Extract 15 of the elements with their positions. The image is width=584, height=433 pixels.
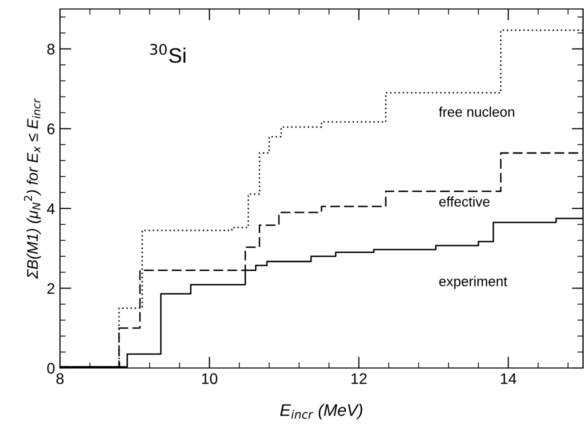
- y-axis-title: ΣB(M1) (μ$_{N}$$^{2}$) for E$_{x}$ ≤ E$_{incr}$: [24, 98, 41, 279]
- x-tick-label: 14: [500, 373, 516, 384]
- y-tick-label: 0: [47, 362, 55, 374]
- x-tick-label: 12: [352, 373, 367, 384]
- y-tick-label: 4: [46, 203, 55, 214]
- y-tick-label: 8: [47, 44, 54, 55]
- series-label: experiment: [439, 276, 508, 290]
- series-label: free nucleon: [438, 106, 514, 117]
- x-axis-title: E$_{incr}$ (MeV): [280, 404, 362, 420]
- x-tick-label: 8: [56, 373, 64, 384]
- y-tick-label: 2: [47, 283, 54, 294]
- annotation: $^{30}$Si: [150, 44, 186, 63]
- series-label: effective: [439, 196, 490, 207]
- y-tick-label: 6: [47, 124, 54, 134]
- x-tick-label: 10: [202, 373, 218, 384]
